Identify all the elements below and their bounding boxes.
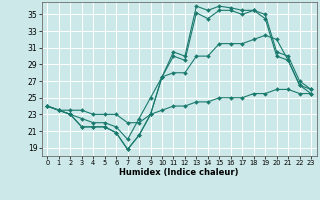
X-axis label: Humidex (Indice chaleur): Humidex (Indice chaleur) xyxy=(119,168,239,177)
